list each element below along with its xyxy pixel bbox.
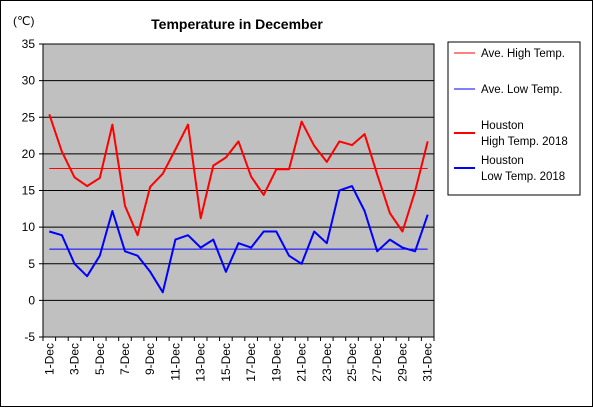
x-tick-label: 27-Dec — [370, 343, 384, 382]
gridlines — [43, 43, 434, 338]
x-tick-label: 31-Dec — [421, 343, 435, 382]
series-line-houston-high-temp-2018 — [48, 113, 429, 237]
y-tick-label: 10 — [22, 220, 36, 234]
y-tick-label: 25 — [22, 110, 36, 124]
legend: Ave. High Temp. Ave. Low Temp. Houston High… — [447, 41, 581, 196]
x-tick-label: 17-Dec — [244, 343, 258, 382]
y-tick-label: -5 — [24, 330, 35, 344]
legend-label-houston-high-temp-2018: Houston — [481, 120, 524, 132]
y-tick-label: 0 — [28, 293, 35, 307]
y-tick-label: 30 — [22, 74, 36, 88]
y-tick-label: 15 — [22, 184, 36, 198]
series-line-houston-low-temp-2018 — [49, 185, 429, 294]
y-tick-label: 20 — [22, 147, 36, 161]
series-layer — [48, 113, 429, 294]
unit-label: (℃) — [13, 14, 34, 28]
x-axis: 1-Dec 3-Dec 5-Dec 7-Dec 9-Dec 11-Dec 13-Dec 15-… — [42, 337, 435, 382]
x-tick-label: 11-Dec — [168, 343, 182, 381]
x-tick-label: 23-Dec — [320, 343, 334, 382]
legend-label-houston-low-temp-2018: Houston — [481, 155, 524, 167]
legend-label-houston-low-temp-2018: Low Temp. 2018 — [481, 171, 565, 183]
x-tick-label: 1-Dec — [42, 343, 56, 375]
legend-label-houston-high-temp-2018: High Temp. 2018 — [481, 136, 568, 148]
x-tick-label: 9-Dec — [143, 343, 157, 375]
x-tick-label: 7-Dec — [118, 343, 132, 375]
y-tick-label: 35 — [22, 37, 36, 51]
x-tick-label: 19-Dec — [269, 343, 283, 382]
legend-label-ave-low-temp: Ave. Low Temp. — [481, 84, 562, 96]
x-tick-label: 15-Dec — [219, 343, 233, 382]
legend-label-ave-high-temp: Ave. High Temp. — [481, 48, 565, 60]
x-tick-label: 21-Dec — [295, 343, 309, 382]
x-tick-label: 29-Dec — [395, 343, 409, 382]
x-tick-label: 13-Dec — [194, 343, 208, 382]
y-axis: -5 0 5 10 15 20 25 30 35 — [22, 37, 43, 344]
legend-box — [447, 41, 581, 196]
x-tick-label: 25-Dec — [345, 343, 359, 382]
x-tick-label: 3-Dec — [68, 343, 82, 375]
y-tick-label: 5 — [28, 257, 35, 271]
chart-title: Temperature in December — [151, 16, 323, 32]
x-tick-label: 5-Dec — [93, 343, 107, 375]
